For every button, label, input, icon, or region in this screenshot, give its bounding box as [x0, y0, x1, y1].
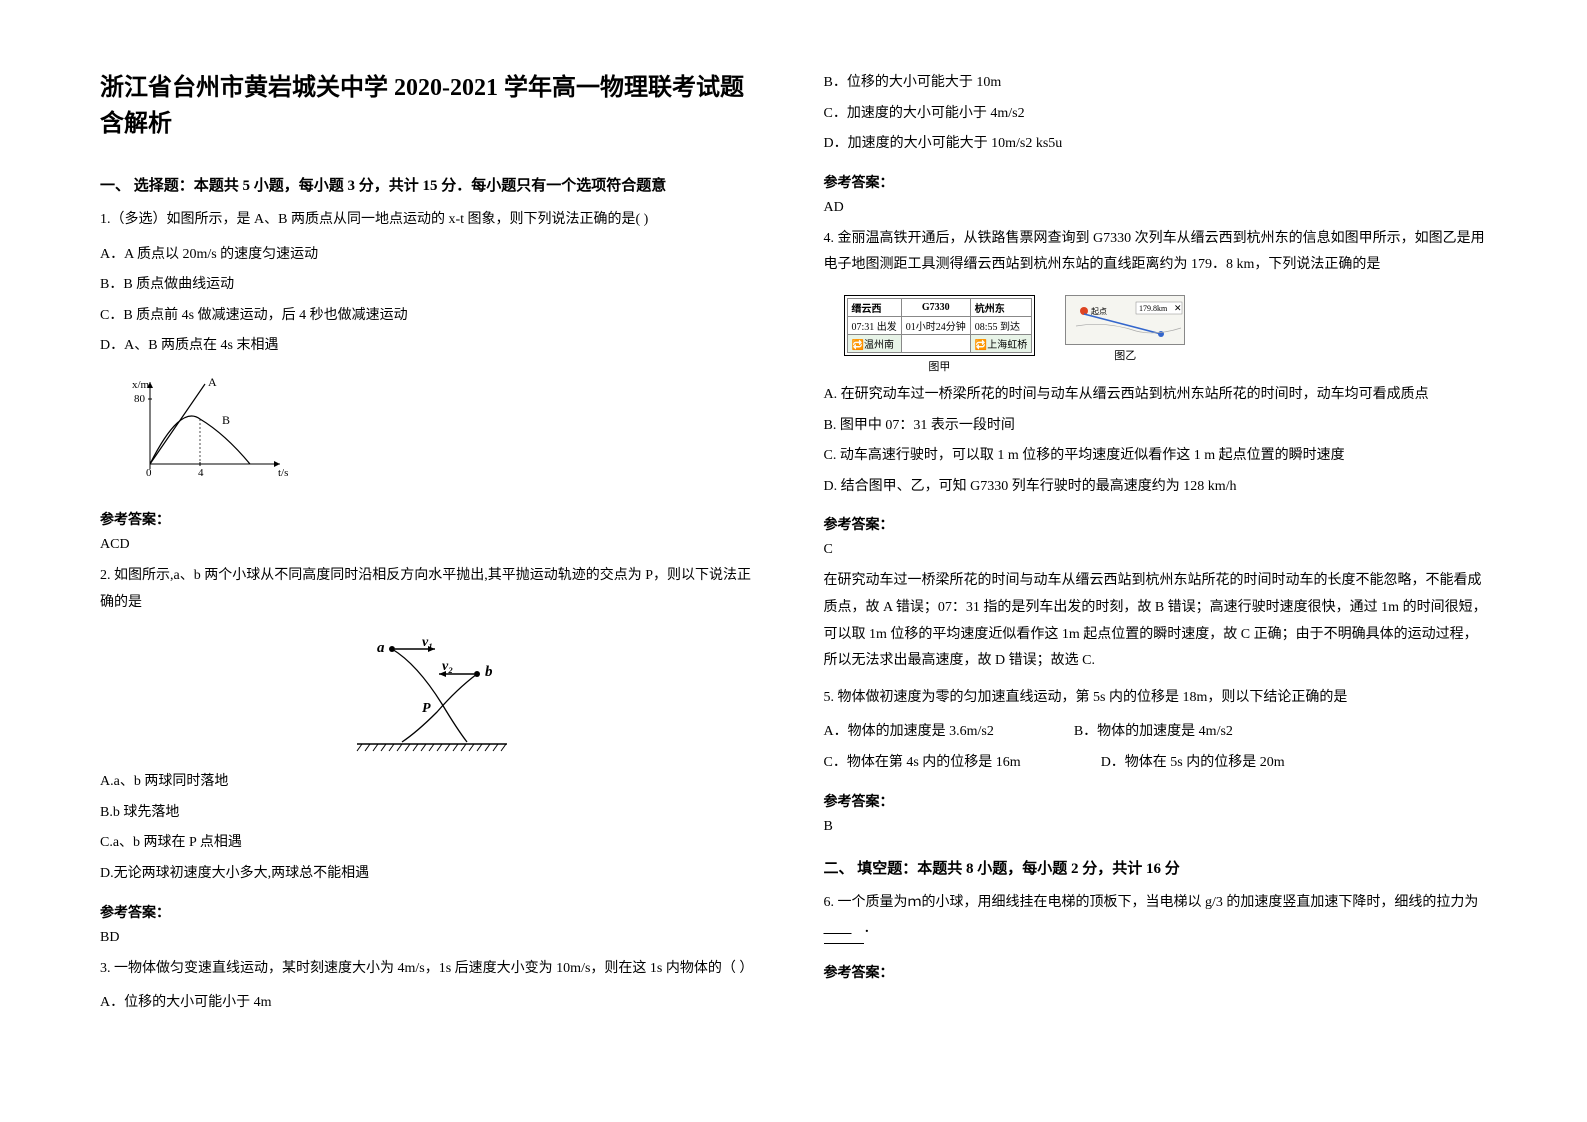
q1-answer: ACD [100, 537, 764, 553]
q4-answer: C [824, 542, 1488, 558]
q2-stem: 2. 如图所示,a、b 两个小球从不同高度同时沿相反方向水平抛出,其平抛运动轨迹… [100, 563, 764, 616]
q2-optB: B.b 球先落地 [100, 800, 764, 827]
q4-stem: 4. 金丽温高铁开通后，从铁路售票网查询到 G7330 次列车从缙云西到杭州东的… [824, 226, 1488, 279]
q3-answer: AD [824, 200, 1488, 216]
q2-optA: A.a、b 两球同时落地 [100, 769, 764, 796]
q4-figure: 缙云西 G7330 杭州东 07:31 出发 01小时24分钟 08:55 到达… [844, 295, 1488, 374]
train-via1: 🔁温州南 [847, 334, 901, 352]
map-distance: 179.8km [1139, 304, 1168, 313]
q6-blank [824, 916, 864, 944]
label-v2: v₂ [442, 659, 453, 674]
q2-answer-label: 参考答案： [100, 902, 764, 922]
q2-answer: BD [100, 930, 764, 946]
x-axis-label: t/s [278, 467, 288, 479]
q5-optD: D．物体在 5s 内的位移是 20m [1101, 750, 1285, 777]
label-P: P [422, 701, 431, 716]
train-code: G7330 [901, 298, 970, 316]
q4-optA: A. 在研究动车过一桥梁所花的时间与动车从缙云西站到杭州东站所花的时间时，动车均… [824, 382, 1488, 409]
q1-optB: B．B 质点做曲线运动 [100, 272, 764, 299]
caption-yi: 图乙 [1065, 347, 1185, 363]
q5-optC: C．物体在第 4s 内的位移是 16m [824, 750, 1021, 777]
q4-optC: C. 动车高速行驶时，可以取 1 m 位移的平均速度近似看作这 1 m 起点位置… [824, 443, 1488, 470]
x-tick-4: 4 [198, 467, 204, 479]
q2-figure: a v₁ b v₂ P [100, 634, 764, 759]
exam-title: 浙江省台州市黄岩城关中学 2020-2021 学年高一物理联考试题含解析 [100, 70, 764, 142]
q4-optD: D. 结合图甲、乙，可知 G7330 列车行驶时的最高速度约为 128 km/h [824, 474, 1488, 501]
q3-stem: 3. 一物体做匀变速直线运动，某时刻速度大小为 4m/s，1s 后速度大小变为 … [100, 956, 764, 983]
origin-0: 0 [146, 467, 152, 479]
label-b: b [485, 664, 493, 680]
q4-answer-label: 参考答案： [824, 514, 1488, 534]
q1-optC: C．B 质点前 4s 做减速运动，后 4 秒也做减速运动 [100, 303, 764, 330]
q2-optD: D.无论两球初速度大小多大,两球总不能相遇 [100, 861, 764, 888]
q6-answer-label: 参考答案： [824, 962, 1488, 982]
q1-optD: D．A、B 两质点在 4s 末相遇 [100, 333, 764, 360]
q3-optC: C．加速度的大小可能小于 4m/s2 [824, 101, 1488, 128]
section1-header: 一、 选择题：本题共 5 小题，每小题 3 分，共计 15 分．每小题只有一个选… [100, 174, 764, 195]
caption-jia: 图甲 [844, 358, 1036, 374]
train-duration: 01小时24分钟 [901, 316, 970, 334]
label-v1: v₁ [422, 635, 433, 650]
q1-optA: A．A 质点以 20m/s 的速度匀速运动 [100, 242, 764, 269]
label-a: a [377, 640, 385, 656]
train-arrive: 08:55 到达 [970, 316, 1031, 334]
curve-B-label: B [222, 413, 230, 427]
q2-optC: C.a、b 两球在 P 点相遇 [100, 830, 764, 857]
section2-header: 二、 填空题：本题共 8 小题，每小题 2 分，共计 16 分 [824, 857, 1488, 878]
q1-stem: 1.（多选）如图所示，是 A、B 两质点从同一地点运动的 x-t 图象，则下列说… [100, 207, 764, 234]
q6-stem: 6. 一个质量为ｍ的小球，用细线挂在电梯的顶板下，当电梯以 g/3 的加速度竖直… [824, 890, 1488, 944]
train-ticket-box: 缙云西 G7330 杭州东 07:31 出发 01小时24分钟 08:55 到达… [844, 295, 1036, 374]
q5-optB: B．物体的加速度是 4m/s2 [1074, 719, 1233, 746]
left-column: 浙江省台州市黄岩城关中学 2020-2021 学年高一物理联考试题含解析 一、 … [100, 70, 764, 1052]
map-container: 起点 179.8km ✕ 图乙 [1065, 295, 1185, 363]
q3-answer-label: 参考答案： [824, 172, 1488, 192]
right-column: B．位移的大小可能大于 10m C．加速度的大小可能小于 4m/s2 D．加速度… [824, 70, 1488, 1052]
y-tick-80: 80 [134, 393, 146, 405]
q4-optB: B. 图甲中 07：31 表示一段时间 [824, 413, 1488, 440]
q3-optD: D．加速度的大小可能大于 10m/s2 ks5u [824, 131, 1488, 158]
q4-explanation: 在研究动车过一桥梁所花的时间与动车从缙云西站到杭州东站所花的时间时动车的长度不能… [824, 568, 1488, 674]
q3-optA: A．位移的大小可能小于 4m [100, 990, 764, 1017]
q1-graph: x/m t/s 80 4 0 A B [130, 374, 764, 489]
y-axis-label: x/m [132, 379, 150, 391]
q5-answer: B [824, 819, 1488, 835]
map-pin-icon [1080, 307, 1088, 315]
q5-answer-label: 参考答案： [824, 791, 1488, 811]
q5-optA: A．物体的加速度是 3.6m/s2 [824, 719, 994, 746]
train-to: 杭州东 [970, 298, 1031, 316]
map-box: 起点 179.8km ✕ [1065, 295, 1185, 345]
q1-answer-label: 参考答案： [100, 509, 764, 529]
q3-optB: B．位移的大小可能大于 10m [824, 70, 1488, 97]
close-icon: ✕ [1174, 303, 1182, 313]
train-via2: 🔁上海虹桥 [970, 334, 1031, 352]
q6-stem-part1: 6. 一个质量为ｍ的小球，用细线挂在电梯的顶板下，当电梯以 g/3 的加速度竖直… [824, 895, 1479, 910]
q6-stem-part2: ． [864, 921, 878, 936]
line-A-label: A [208, 375, 217, 389]
train-from: 缙云西 [847, 298, 901, 316]
train-depart: 07:31 出发 [847, 316, 901, 334]
map-start-label: 起点 [1091, 307, 1107, 316]
q5-stem: 5. 物体做初速度为零的匀加速直线运动，第 5s 内的位移是 18m，则以下结论… [824, 685, 1488, 712]
